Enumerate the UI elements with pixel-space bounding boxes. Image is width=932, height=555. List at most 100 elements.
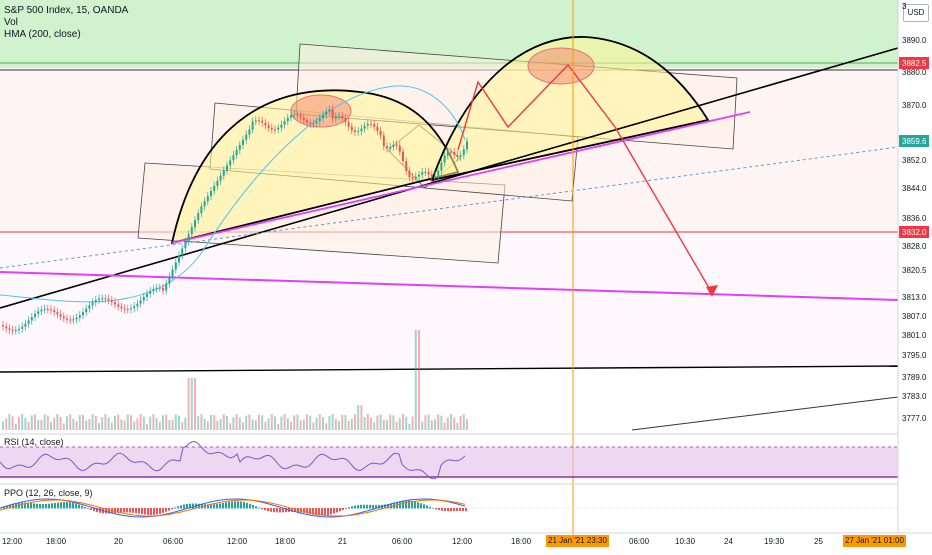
ppo-hist-bar — [447, 508, 449, 512]
ppo-hist-bar — [249, 503, 251, 509]
volume-bar — [277, 423, 280, 430]
hma-label[interactable]: HMA (200, close) — [4, 29, 81, 40]
candle-body — [434, 175, 436, 177]
symbol-line[interactable]: S&P 500 Index, 15, OANDA — [4, 5, 129, 16]
candle-body — [299, 115, 302, 118]
vol-legend[interactable]: Vol — [4, 17, 18, 29]
candle-body — [251, 121, 254, 130]
candle-body — [120, 306, 123, 309]
volume-bar — [290, 421, 292, 430]
price-tick-label: 3890.0 — [902, 36, 927, 45]
currency-button[interactable]: USD — [903, 4, 929, 22]
candle-body — [210, 191, 212, 197]
volume-bar — [123, 420, 126, 430]
candle-body — [424, 171, 427, 173]
candle-body — [296, 114, 299, 116]
ppo-hist-bar — [24, 502, 26, 509]
candle-body — [427, 171, 430, 175]
ppo-hist-bar — [30, 503, 32, 509]
ppo-hist-bar — [171, 508, 173, 510]
time-axis-highlight: 27 Jan '21 01:00 — [843, 535, 906, 547]
ppo-hist-bar — [12, 503, 14, 509]
volume-bar — [117, 414, 120, 430]
time-axis-label: 20 — [114, 537, 123, 546]
price-tick-label: 3789.0 — [902, 373, 927, 382]
candle-body — [104, 298, 107, 300]
ppo-hist-bar — [321, 508, 323, 516]
ppo-label[interactable]: PPO (12, 26, close, 9) — [4, 488, 93, 498]
ppo-hist-bar — [336, 508, 338, 513]
volume-bar — [206, 421, 209, 430]
candle-body — [165, 283, 168, 291]
volume-bar — [254, 420, 257, 430]
price-tick-label: 3801.0 — [902, 331, 927, 340]
ppo-hist-bar — [306, 508, 308, 514]
ppo-hist-bar — [432, 507, 434, 509]
ppo-hist-bar — [108, 508, 110, 514]
ppo-hist-bar — [426, 505, 428, 509]
volume-bar — [373, 422, 376, 430]
ppo-hist-bar — [291, 508, 293, 512]
candle-body — [373, 124, 376, 127]
volume-bar — [2, 421, 4, 430]
volume-bar — [286, 418, 289, 430]
volume-bar — [11, 416, 14, 430]
candle-body — [21, 326, 24, 329]
candle-body — [194, 220, 196, 228]
symbol-legend[interactable]: S&P 500 Index, 15, OANDA — [4, 5, 128, 17]
volume-bar — [382, 419, 385, 430]
price-axis-ticks[interactable]: 3890.0 3880.0 3870.0 3852.0 3844.0 3836.0 3828… — [902, 36, 927, 423]
volume-bar — [94, 415, 97, 430]
candle-body — [139, 300, 142, 304]
candle-body — [75, 317, 78, 320]
candle-body — [219, 175, 222, 181]
volume-bar — [91, 414, 94, 430]
candle-body — [46, 308, 49, 310]
volume-bar — [178, 415, 180, 430]
volume-bar — [213, 414, 216, 430]
volume-bar — [210, 414, 212, 430]
volume-bar — [280, 416, 283, 430]
projection-path — [457, 63, 713, 294]
candle-body — [261, 120, 264, 123]
ppo-hist-bar — [207, 504, 209, 509]
candle-body — [283, 121, 286, 125]
candle-body — [133, 306, 136, 309]
ppo-hist-bar — [363, 504, 365, 509]
candle-body — [315, 121, 318, 124]
hma-legend[interactable]: HMA (200, close) — [4, 29, 81, 41]
ppo-hist-bar — [333, 508, 335, 514]
candle-body — [66, 318, 68, 320]
candle-body — [107, 298, 110, 301]
volume-bar — [440, 415, 443, 430]
volume-bar — [274, 416, 276, 430]
candle-body — [2, 325, 4, 327]
ppo-hist-bar — [387, 503, 389, 509]
candle-body — [190, 227, 193, 235]
volume-bar — [315, 417, 318, 430]
candle-body — [187, 234, 190, 242]
volume-bar — [194, 378, 196, 430]
ppo-hist-bar — [60, 502, 62, 509]
volume-bar — [187, 378, 190, 430]
ppo-hist-bar — [384, 504, 386, 509]
ppo-hist-bar — [96, 508, 98, 513]
volume-bar — [27, 421, 30, 430]
vol-label[interactable]: Vol — [4, 17, 18, 28]
candle-body — [197, 213, 200, 221]
volume-bar — [350, 418, 353, 430]
candle-body — [162, 287, 164, 291]
volume-bar — [110, 422, 113, 430]
volume-bar — [219, 418, 222, 430]
rsi-label[interactable]: RSI (14, close) — [4, 437, 64, 447]
ppo-hist-bar — [315, 508, 317, 516]
ppo-hist-bar — [324, 508, 326, 516]
candle-body — [30, 317, 33, 321]
ppo-hist-bar — [423, 504, 425, 509]
candle-body — [411, 177, 414, 179]
ppo-hist-bar — [234, 501, 236, 509]
ppo-hist-bar — [366, 504, 368, 509]
volume-bar — [379, 414, 382, 430]
